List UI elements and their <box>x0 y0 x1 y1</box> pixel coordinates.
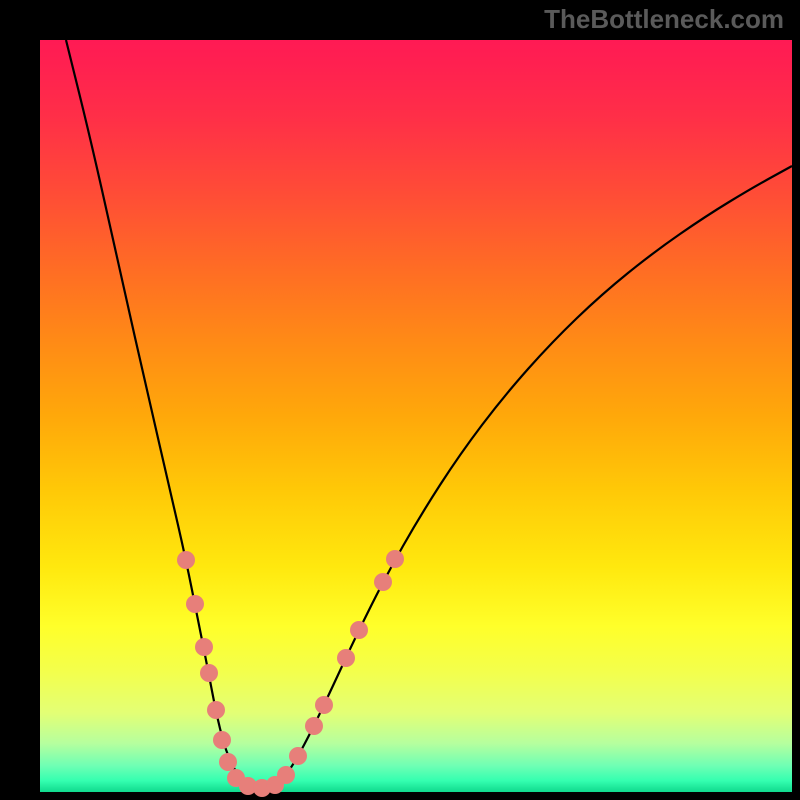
plot-gradient-area <box>40 40 792 792</box>
watermark-text: TheBottleneck.com <box>544 4 784 35</box>
chart-container: TheBottleneck.com <box>0 0 800 800</box>
